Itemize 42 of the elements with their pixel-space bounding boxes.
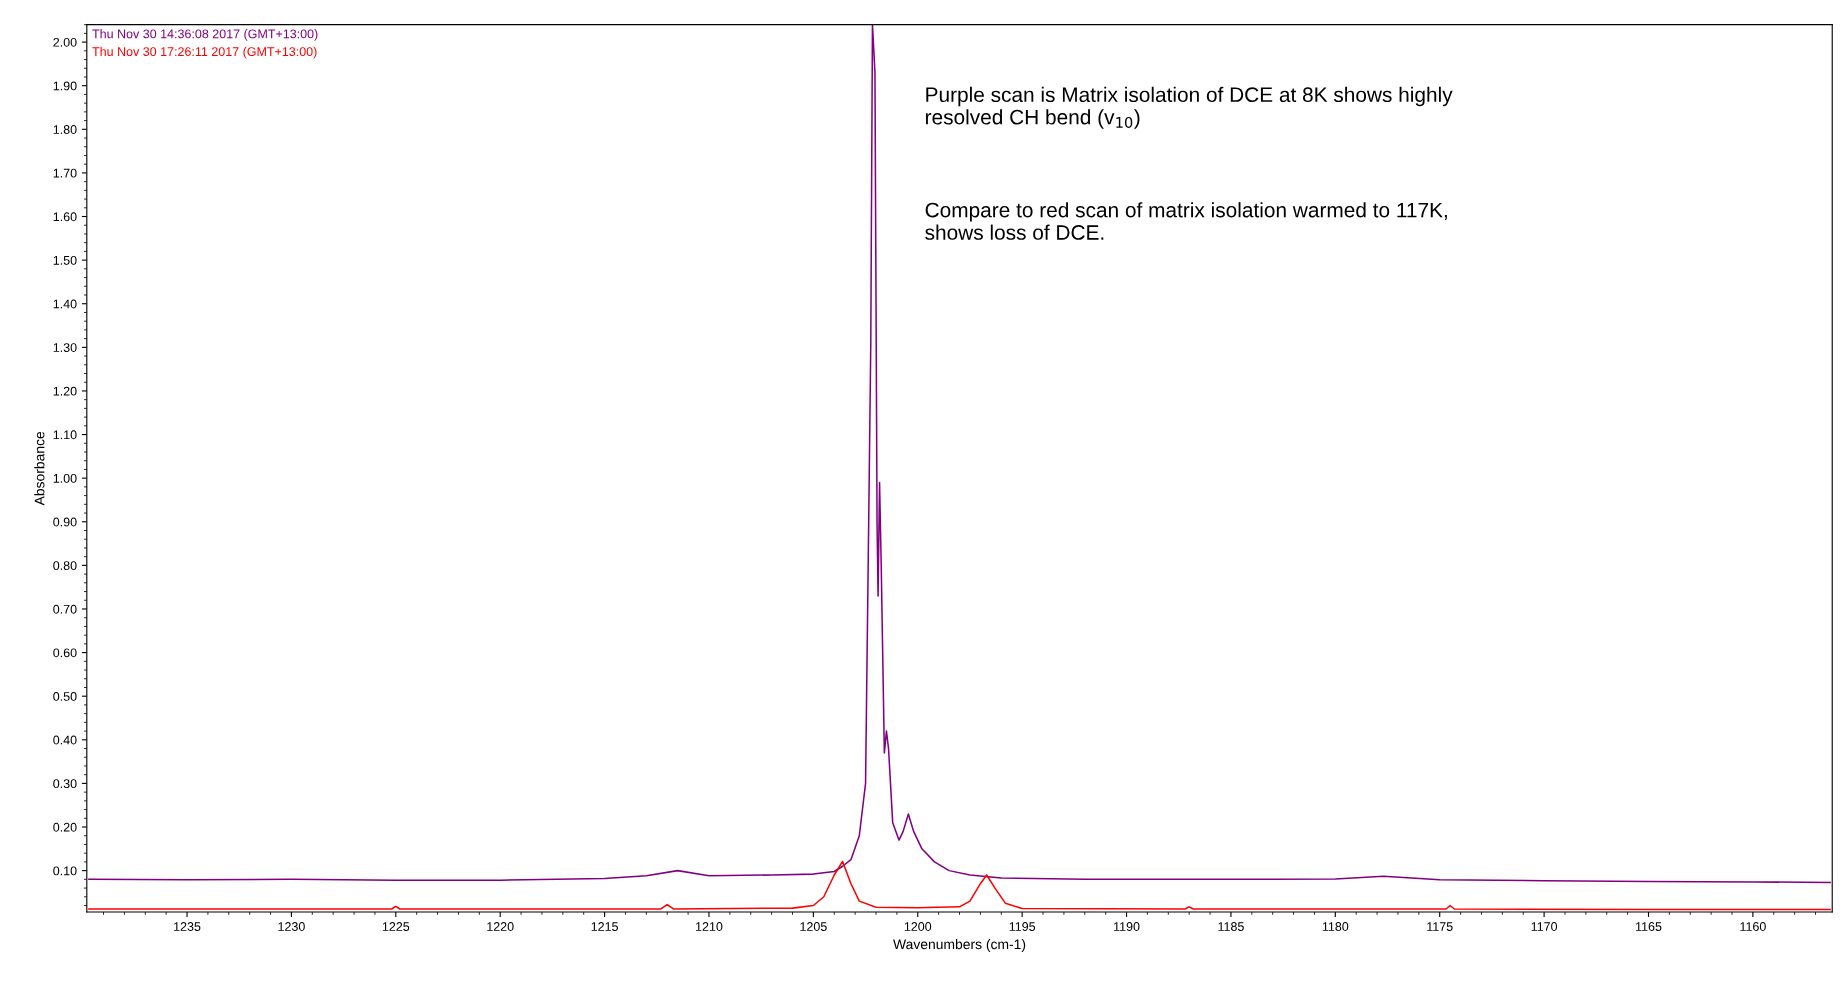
x-tick-label: 1185 [1218,922,1244,931]
y-tick-label: 0.70 [53,604,77,614]
annotation: Purple scan is Matrix isolation of DCE at 8K shows highly resolved CH bend (v$_{10}$) [925,86,1453,129]
y-tick-label: 1.40 [53,299,77,309]
x-tick-label: 1215 [591,922,618,931]
y-tick-label: 1.70 [53,168,77,178]
y-tick-label: 0.90 [53,517,77,527]
x-tick-label: 1175 [1427,922,1453,931]
y-tick-label: 1.20 [53,386,77,396]
x-tick-label: 1160 [1740,922,1766,931]
x-tick-label: 1195 [1009,922,1036,931]
annotation: Compare to red scan of matrix isolation warmed to 117K, shows loss of DCE. [925,202,1447,240]
x-tick-label: 1230 [278,922,305,931]
x-tick-label: 1235 [174,922,201,931]
x-tick-label: 1190 [1114,922,1140,931]
y-tick-label: 0.80 [53,561,77,571]
y-tick-label: 0.40 [53,735,77,745]
y-tick-label: 0.10 [53,866,77,876]
x-tick-label: 1180 [1322,922,1349,931]
y-tick-label: 0.30 [53,779,77,789]
x-tick-label: 1225 [382,922,410,931]
x-tick-label: 1170 [1531,922,1558,931]
y-tick-label: 0.60 [53,648,77,658]
y-tick-label: 0.20 [53,822,77,832]
y-axis-title: Absorbance [34,431,45,506]
text: Thu Nov 30 17:26:11 2017 (GMT+13:00) [92,46,317,59]
y-tick-label: 1.10 [53,430,77,440]
y-tick-label: 1.90 [53,81,77,91]
x-tick-label: 1205 [800,922,827,931]
y-tick-label: 0.50 [53,692,77,701]
x-tick-label: 1200 [904,922,932,931]
y-tick-label: 1.30 [53,343,77,352]
y-tick-label: 1.80 [53,125,77,134]
text: Thu Nov 30 14:36:08 2017 (GMT+13:00) [92,29,318,41]
x-tick-label: 1165 [1636,922,1662,931]
x-tick-label: 1210 [696,922,723,931]
x-tick-label: 1220 [487,922,514,931]
y-tick-label: 2.00 [53,37,77,47]
x-axis-title: Wavenumbers (cm-1) [893,938,1026,952]
y-tick-label: 1.00 [53,473,77,483]
y-tick-label: 1.50 [53,255,77,265]
y-tick-label: 1.60 [53,212,77,222]
